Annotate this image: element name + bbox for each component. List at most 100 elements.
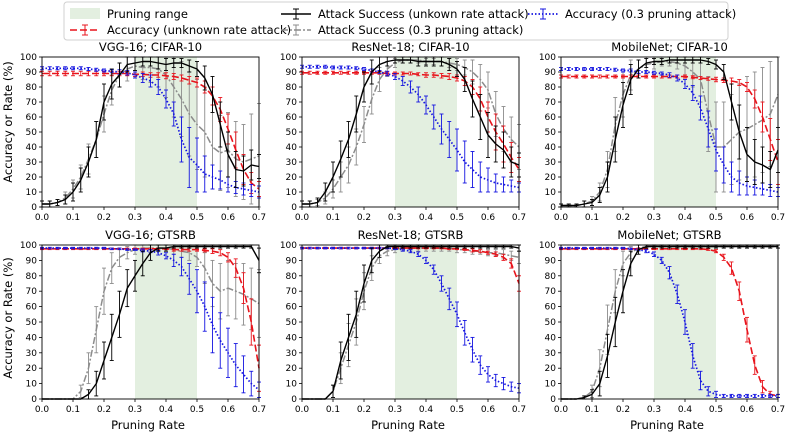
series-acc-03 [300,246,521,394]
x-tick-label: 0.3 [128,405,142,415]
x-tick-label: 0.2 [616,405,630,415]
axes-frame [560,56,779,208]
y-tick-label: 60 [286,303,298,313]
series-acc-03 [559,67,780,197]
series-line [302,59,520,205]
y-tick-label: 40 [545,143,557,153]
x-tick-label: 0.2 [616,213,630,223]
x-tick-label: 0.0 [554,405,569,415]
x-tick-label: 0.7 [771,213,785,223]
x-tick-label: 0.5 [450,405,464,415]
xlabel-col3: Pruning Rate [630,418,704,432]
x-tick-label: 0.6 [740,405,755,415]
y-tick-label: 30 [545,158,557,168]
y-tick-label: 80 [545,83,557,93]
xlabel-col2: Pruning Rate [371,418,445,432]
y-tick-label: 90 [545,68,557,78]
x-tick-label: 0.1 [585,405,599,415]
x-tick-label: 0.7 [512,405,526,415]
y-tick-label: 20 [26,173,38,183]
series-line [561,59,779,207]
x-tick-label: 0.0 [554,213,569,223]
x-tick-label: 0.6 [481,405,496,415]
legend-label-acc-unknown: Accuracy (unknown rate attack) [107,23,291,37]
y-tick-label: 100 [539,241,556,251]
y-tick-label: 60 [26,113,38,123]
series-line [561,68,779,193]
panel-title: ResNet-18; CIFAR-10 [351,40,469,54]
x-tick-label: 0.6 [481,213,496,223]
pruning-range-band [135,245,197,399]
y-tick-label: 0 [550,203,556,213]
y-tick-label: 0 [550,395,556,405]
y-tick-label: 40 [545,333,557,343]
x-tick-label: 0.4 [678,405,693,415]
y-tick-label: 70 [286,287,298,297]
series-line [42,60,260,205]
y-tick-label: 100 [280,53,297,63]
legend-swatch-acc-unknown [70,24,100,36]
y-tick-label: 30 [286,158,298,168]
y-tick-label: 10 [286,380,298,390]
panel-mobilenet-gtsrb: MobileNet; GTSRB 0.0 0.1 0.2 0.3 0.4 0.5 0.6 0.7… [539,228,785,415]
y-tick-label: 10 [545,188,557,198]
y-tick-label: 70 [545,98,557,108]
y-tick-label: 20 [26,364,38,374]
y-tick-label: 90 [26,68,38,78]
x-tick-label: 0.3 [388,213,402,223]
x-tick-label: 0.6 [740,213,755,223]
panel-mobilenet-cifar10: MobileNet; CIFAR-10 0.0 0.1 0.2 0.3 0.4 0.5 0.6… [539,40,785,223]
y-tick-label: 40 [286,333,298,343]
y-tick-label: 90 [26,256,38,266]
legend-swatch-att-unknown [281,8,311,20]
legend-label-att-03: Attack Success (0.3 pruning attack) [318,23,523,37]
y-tick-label: 70 [26,98,38,108]
y-tick-label: 0 [291,203,297,213]
y-tick-label: 0 [31,203,37,213]
y-tick-label: 40 [26,333,38,343]
y-tick-label: 40 [26,143,38,153]
y-tick-label: 50 [545,128,557,138]
panel-vgg16-cifar10: VGG-16; CIFAR-10 0.0 0.1 0.2 0.3 0.4 0.5 0.6 0.7… [20,40,266,223]
y-tick-label: 70 [286,98,298,108]
series-line [302,65,520,189]
axes-frame [301,56,520,208]
x-tick-label: 0.7 [512,213,526,223]
y-tick-label: 20 [545,173,557,183]
y-tick-label: 10 [26,380,38,390]
y-tick-label: 80 [545,272,557,282]
legend: Pruning range Accuracy (unknown rate att… [63,1,736,41]
x-tick-label: 0.5 [450,213,464,223]
y-tick-label: 100 [539,53,556,63]
y-tick-label: 50 [26,128,38,138]
x-tick-label: 0.2 [357,405,371,415]
x-tick-label: 0.4 [159,213,174,223]
y-tick-label: 40 [286,143,298,153]
x-tick-label: 0.1 [326,213,340,223]
legend-frame [63,1,729,41]
x-tick-label: 0.5 [190,213,204,223]
axes-frame [41,244,260,400]
y-tick-label: 30 [286,349,298,359]
x-tick-label: 0.5 [190,405,204,415]
x-tick-label: 0.3 [388,405,402,415]
x-tick-label: 0.6 [221,405,236,415]
x-tick-label: 0.0 [295,213,310,223]
series-line [302,247,520,390]
x-tick-label: 0.5 [709,213,723,223]
y-tick-label: 50 [286,128,298,138]
y-tick-label: 0 [291,395,297,405]
y-tick-label: 30 [545,349,557,359]
series-line [42,67,260,193]
panel-vgg16-gtsrb: VGG-16; GTSRB 0.0 0.1 0.2 0.3 0.4 0.5 0.6 0.7 0 10… [20,228,266,415]
y-tick-label: 100 [20,53,37,63]
y-tick-label: 20 [286,364,298,374]
axes-frame [41,56,260,208]
y-tick-label: 70 [26,287,38,297]
x-tick-label: 0.1 [66,213,80,223]
x-tick-label: 0.3 [647,213,661,223]
x-tick-label: 0.2 [97,213,111,223]
y-tick-label: 60 [545,113,557,123]
series-line [302,72,520,170]
